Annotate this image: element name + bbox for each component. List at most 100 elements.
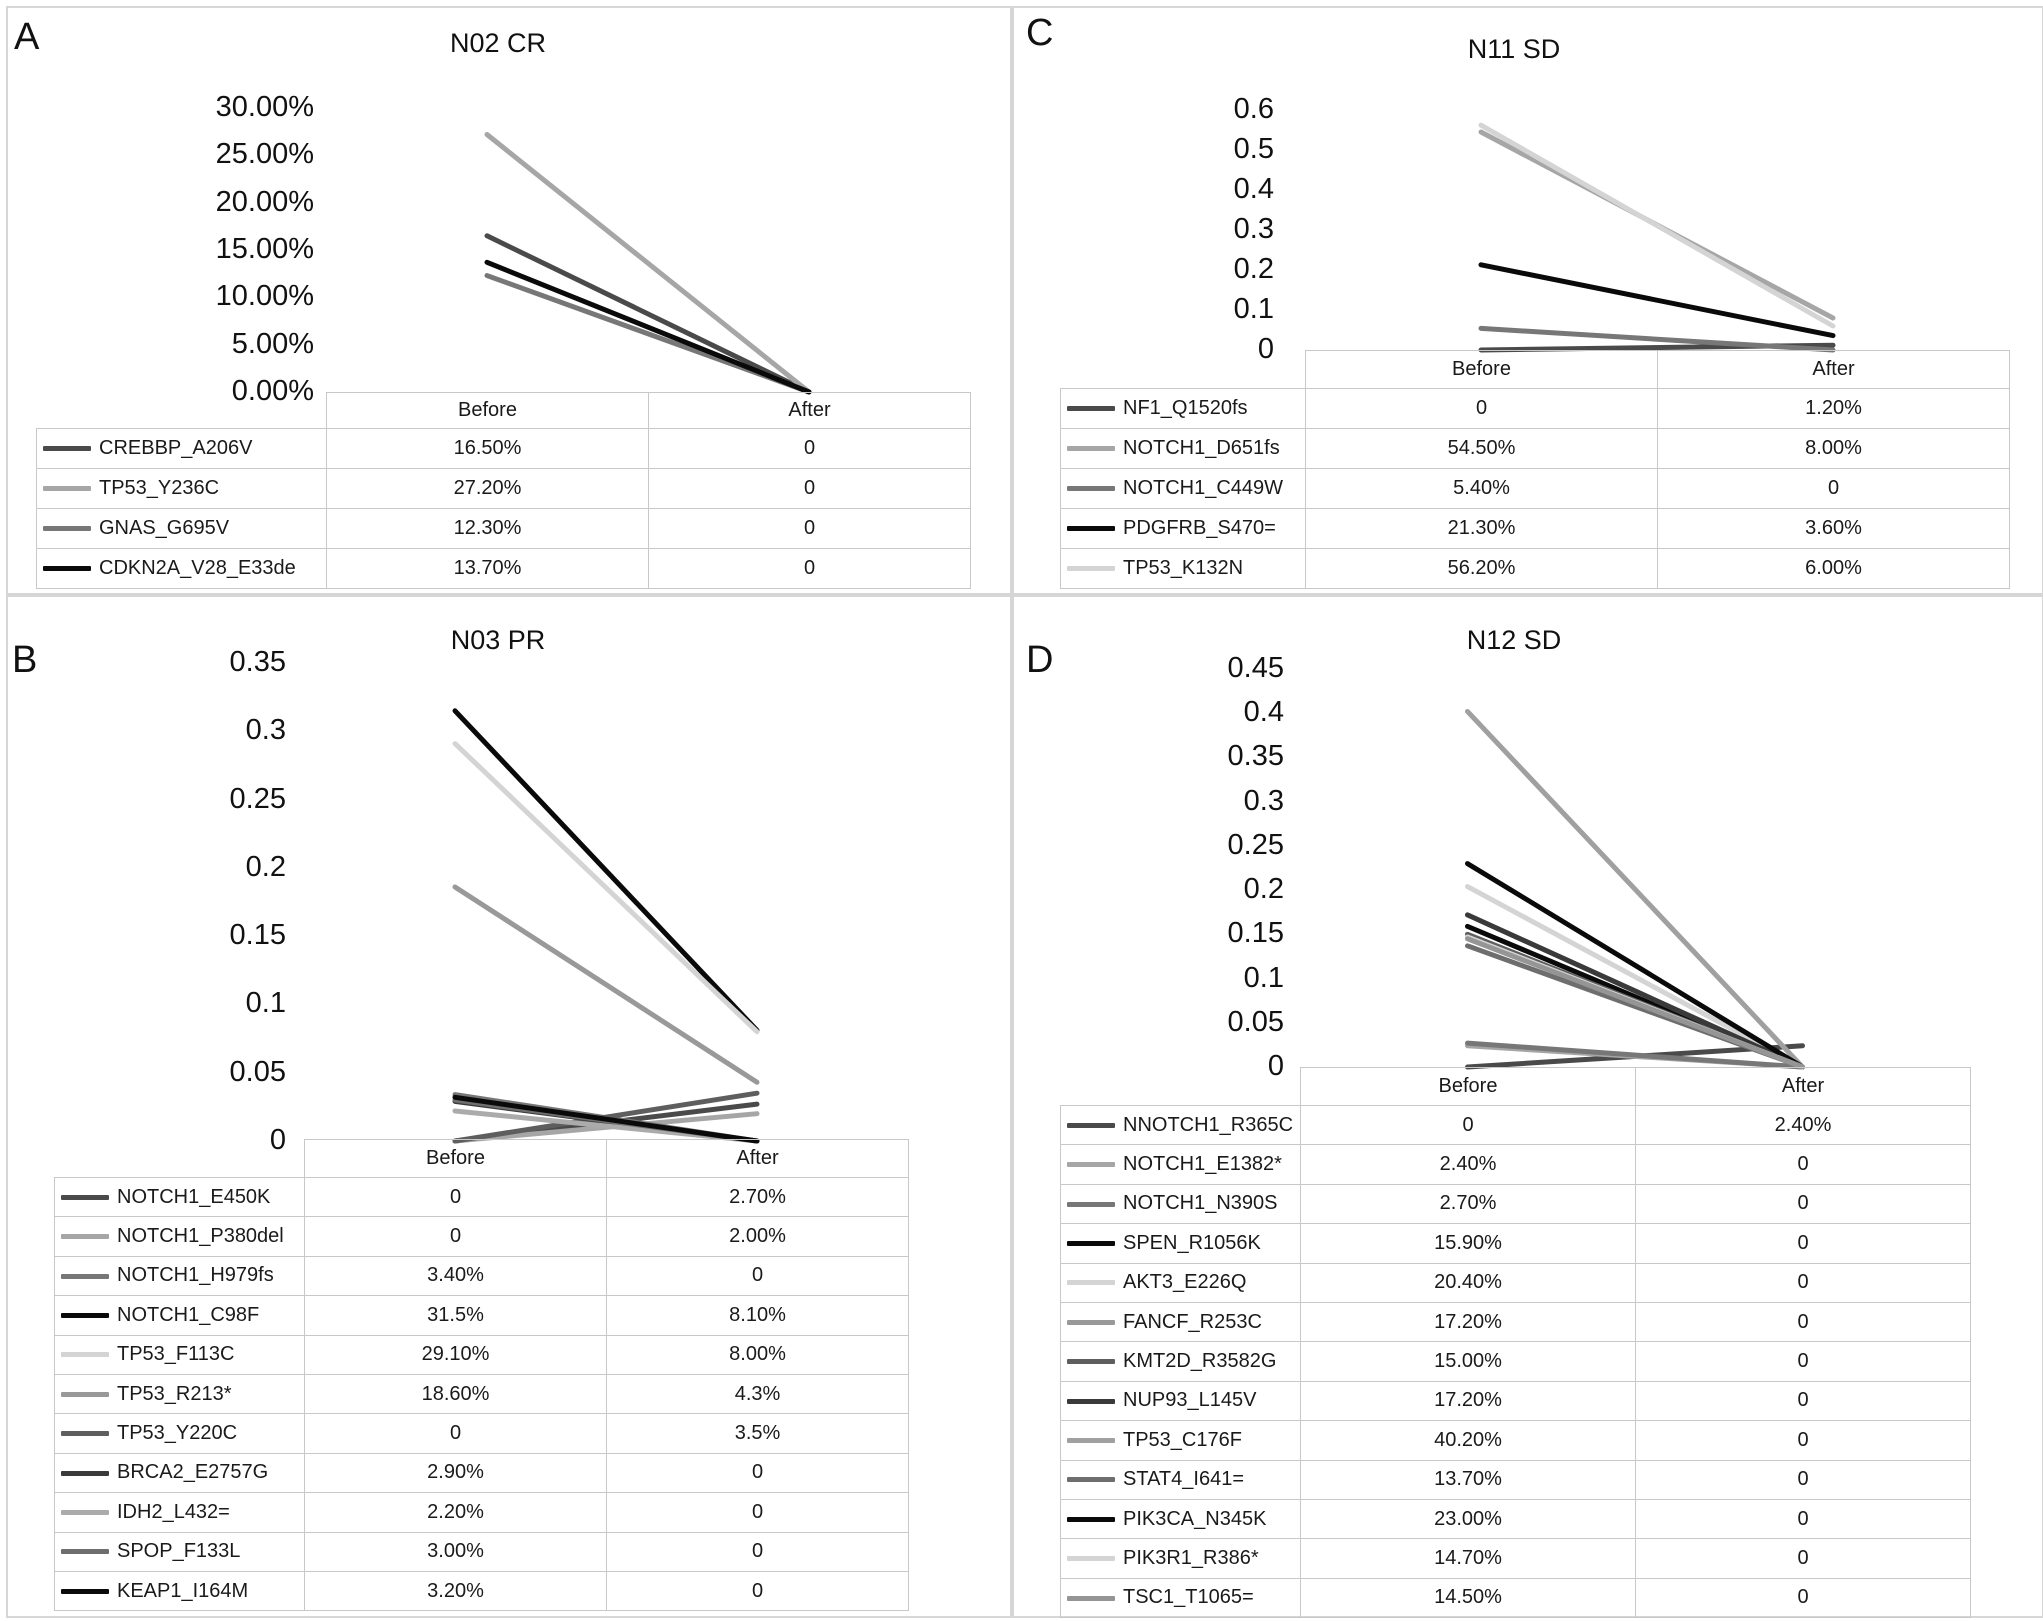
legend-label: NOTCH1_C98F [117,1303,260,1326]
data-label: 0 [1635,1341,1971,1382]
table-corner [37,393,327,429]
data-label: 0 [1635,1459,1971,1500]
data-label: 0 [304,1413,607,1454]
data-label: 29.10% [304,1334,607,1375]
series-line-notch1-n390s [1465,1040,1805,1070]
table-row: NOTCH1_H979fs 3.40% 0 [54,1255,909,1297]
table-row: CREBBP_A206V 16.50% 0 [36,428,971,469]
series-line-tsc1-t1065- [1465,936,1805,1070]
legend-swatch [43,526,91,532]
table-row: NOTCH1_N390S 2.70% 0 [1060,1183,1971,1225]
data-label: 17.20% [1300,1380,1636,1422]
legend-swatch [1067,1162,1115,1168]
table-row: TP53_F113C 29.10% 8.00% [54,1334,909,1375]
legend-entry: NOTCH1_C98F [54,1295,305,1336]
legend-entry: NF1_Q1520fs [1060,388,1306,429]
y-tick-label: 0.2 [245,850,286,883]
series-lines [1478,122,1836,353]
series-line-tp53-c176f [1465,708,1805,1070]
legend-swatch [61,1431,109,1437]
legend-swatch [61,1313,109,1319]
y-tick-label: 0.25 [229,782,286,815]
legend-label: KMT2D_R3582G [1123,1350,1277,1373]
data-label: 0 [1300,1104,1636,1146]
data-label: 21.30% [1305,508,1658,549]
y-tick-label: 25.00% [215,138,314,171]
y-tick-label: 0.2 [1233,253,1274,285]
data-label: 13.70% [326,548,649,589]
legend-swatch [61,1234,109,1240]
panel-c: C N11 SD 0.6 0.5 0.4 0.3 0.2 0.1 0 Before After NF1… [1012,6,2043,595]
series-line-pdgfrb-s470- [1478,262,1836,339]
table-row: TP53_K132N 56.20% 6.00% [1060,548,2010,589]
legend-swatch [43,446,91,452]
legend-entry: IDH2_L432= [54,1492,305,1533]
legend-swatch [1067,1241,1115,1247]
x-category-label: Before [1300,1067,1636,1106]
data-label: 2.70% [606,1176,909,1218]
data-label: 0 [648,548,971,589]
legend-label: TSC1_T1065= [1123,1586,1254,1609]
legend-entry: TP53_Y220C [54,1413,305,1454]
table-row: NOTCH1_C98F 31.5% 8.10% [54,1295,909,1336]
legend-label: NOTCH1_P380del [117,1225,284,1248]
data-label: 8.00% [1657,428,2010,469]
legend-entry: NNOTCH1_R365C [1060,1104,1301,1146]
legend-swatch [1067,486,1115,492]
data-label: 2.40% [1635,1104,1971,1146]
legend-swatch [1067,1556,1115,1562]
legend-label: FANCF_R253C [1123,1310,1262,1333]
table-row: FANCF_R253C 17.20% 0 [1060,1301,1971,1343]
y-tick-label: 0.05 [1227,1005,1284,1038]
table-row: PIK3CA_N345K 23.00% 0 [1060,1498,1971,1540]
chart-title: N11 SD [1467,34,1561,64]
data-label: 40.20% [1300,1420,1636,1461]
legend-label: NOTCH1_H979fs [117,1264,274,1287]
data-label: 0 [1635,1183,1971,1225]
data-table: Before After NF1_Q1520fs 0 1.20% NOTCH1_D651f… [1060,350,2010,589]
y-tick-label: 0.2 [1243,873,1284,906]
legend-label: KEAP1_I164M [117,1579,249,1602]
y-tick-label: 0.6 [1233,93,1274,125]
data-label: 0 [1635,1538,1971,1579]
table-row: AKT3_E226Q 20.40% 0 [1060,1262,1971,1303]
legend-label: SPOP_F133L [117,1540,241,1563]
data-table: Before After NNOTCH1_R365C 0 2.40% NOTCH1_E13… [1060,1067,1971,1619]
data-label: 1.20% [1657,388,2010,429]
data-label: 5.40% [1305,468,1658,509]
data-label: 0 [1635,1380,1971,1422]
table-row: NOTCH1_P380del 0 2.00% [54,1216,909,1257]
data-label: 3.60% [1657,508,2010,549]
legend-entry: SPOP_F133L [54,1531,305,1572]
data-label: 12.30% [326,508,649,549]
legend-swatch [61,1549,109,1555]
x-category-label: Before [304,1139,607,1178]
legend-entry: NOTCH1_N390S [1060,1183,1301,1225]
legend-label: TP53_R213* [117,1382,232,1405]
series-line-akt3-e226q [1465,884,1805,1070]
y-tick-label: 0.3 [1243,784,1284,817]
data-label: 0 [1635,1577,1971,1619]
legend-label: NNOTCH1_R365C [1123,1113,1294,1136]
data-table: Before After CREBBP_A206V 16.50% 0 TP53_Y236C… [36,392,971,589]
table-row: GNAS_G695V 12.30% 0 [36,508,971,549]
legend-swatch [61,1391,109,1397]
table-row: TP53_C176F 40.20% 0 [1060,1420,1971,1461]
data-label: 3.00% [304,1531,607,1572]
y-tick-label: 0.00% [231,375,314,407]
data-table: Before After NOTCH1_E450K 0 2.70% NOTCH1_P380… [54,1139,909,1612]
legend-swatch [1067,526,1115,532]
table-row: NF1_Q1520fs 0 1.20% [1060,388,2010,429]
data-label: 0 [1635,1301,1971,1343]
table-row: NNOTCH1_R365C 0 2.40% [1060,1104,1971,1146]
table-row: PDGFRB_S470= 21.30% 3.60% [1060,508,2010,549]
series-line-notch1-c449w [1478,325,1836,353]
legend-label: BRCA2_E2757G [117,1461,269,1484]
legend-swatch [1067,1398,1115,1404]
y-tick-label: 0.25 [1227,828,1284,861]
legend-entry: PIK3CA_N345K [1060,1498,1301,1540]
legend-label: CREBBP_A206V [99,437,253,459]
data-label: 0 [606,1492,909,1533]
table-row: NOTCH1_E450K 0 2.70% [54,1176,909,1218]
y-tick-label: 0.05 [229,1055,286,1088]
